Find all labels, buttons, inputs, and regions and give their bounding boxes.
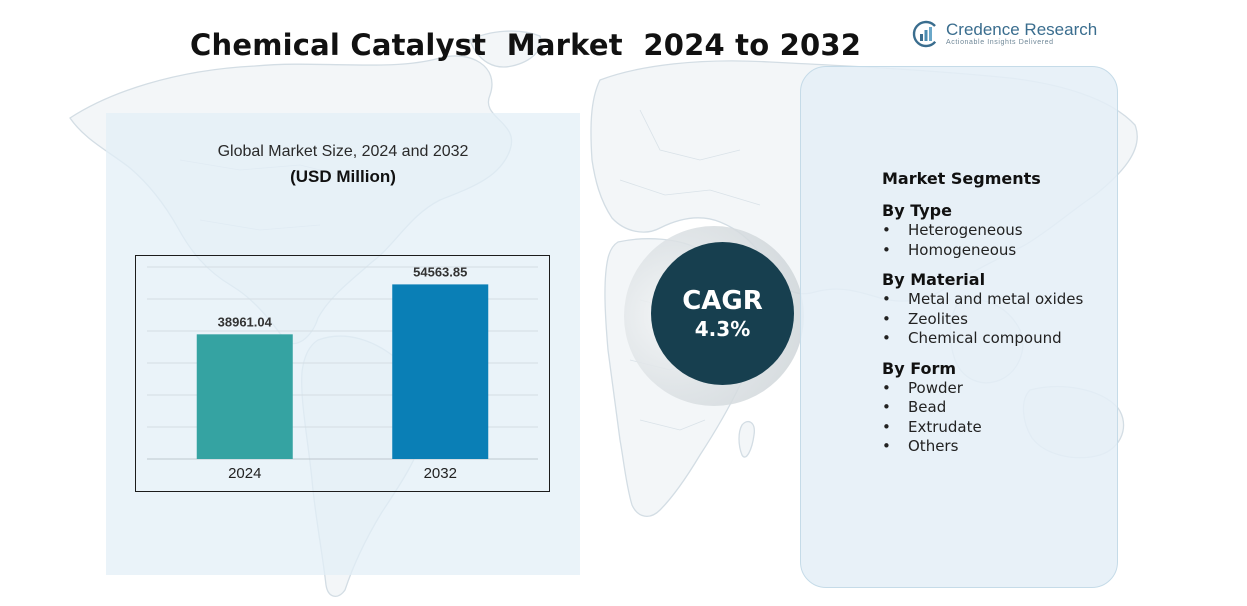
segment-title-form: By Form bbox=[882, 358, 957, 378]
segment-item-label: Chemical compound bbox=[908, 329, 1062, 347]
brand-logo: Credence Research Actionable Insights De… bbox=[912, 18, 1097, 50]
segment-list-type: • Heterogeneous • Homogeneous bbox=[882, 221, 1112, 260]
segment-list-form: • Powder • Bead • Extrudate • Others bbox=[882, 379, 1112, 457]
cagr-badge: CAGR 4.3% bbox=[651, 242, 794, 385]
segment-item-label: Zeolites bbox=[908, 309, 968, 328]
category-label-2032: 2032 bbox=[424, 465, 457, 482]
bar-2032 bbox=[392, 284, 489, 459]
list-item: • Powder bbox=[882, 378, 963, 397]
page-title: Chemical Catalyst Market 2024 to 2032 bbox=[190, 28, 862, 62]
segment-title-type: By Type bbox=[882, 201, 952, 220]
list-item: • Metal and metal oxides bbox=[882, 290, 1084, 308]
segment-item-label: Extrudate bbox=[908, 417, 982, 436]
chart-unit-label: (USD Million) bbox=[290, 167, 396, 186]
chart-value-labels: 38961.04 54563.85 bbox=[218, 264, 468, 329]
chart-category-labels: 2024 2032 bbox=[228, 465, 457, 482]
cagr-label: CAGR bbox=[682, 285, 763, 316]
list-item: • Extrudate bbox=[882, 417, 982, 436]
credence-logo-icon bbox=[912, 20, 940, 48]
chart-frame bbox=[135, 255, 550, 492]
list-item: • Others bbox=[882, 437, 959, 455]
segment-title-material: By Material bbox=[882, 270, 986, 289]
segment-item-label: Metal and metal oxides bbox=[908, 290, 1084, 308]
list-item: • Chemical compound bbox=[882, 329, 1062, 347]
segments-content: Market Segments By Type • Heterogeneous •… bbox=[882, 169, 1112, 467]
segment-item-label: Heterogeneous bbox=[908, 221, 1023, 239]
segments-heading: Market Segments bbox=[882, 169, 1041, 188]
segment-item-label: Bead bbox=[908, 398, 947, 416]
market-size-panel: Global Market Size, 2024 and 2032 (USD M… bbox=[106, 113, 580, 575]
segment-list-material: • Metal and metal oxides • Zeolites • Chemi… bbox=[882, 290, 1112, 349]
list-item: • Heterogeneous bbox=[882, 221, 1023, 239]
cagr-value: 4.3% bbox=[694, 316, 751, 341]
value-label-2032: 54563.85 bbox=[413, 264, 467, 279]
list-item: • Homogeneous bbox=[882, 240, 1017, 259]
segment-item-label: Homogeneous bbox=[908, 240, 1017, 259]
market-segments-panel: Market Segments By Type • Heterogeneous •… bbox=[800, 66, 1118, 588]
value-label-2024: 38961.04 bbox=[218, 314, 273, 329]
brand-tagline: Actionable Insights Delivered bbox=[946, 39, 1054, 46]
category-label-2024: 2024 bbox=[228, 465, 261, 482]
bar-2024 bbox=[196, 334, 293, 459]
chart-bars bbox=[196, 284, 489, 459]
list-item: • Zeolites bbox=[882, 309, 968, 328]
segment-item-label: Powder bbox=[908, 378, 963, 397]
chart-subtitle: Global Market Size, 2024 and 2032 bbox=[217, 143, 469, 160]
segment-item-label: Others bbox=[908, 437, 959, 455]
market-size-bar-chart: 38961.04 54563.85 2024 2032 bbox=[135, 255, 550, 492]
brand-name: Credence Research bbox=[946, 20, 1098, 39]
list-item: • Bead bbox=[882, 398, 947, 416]
